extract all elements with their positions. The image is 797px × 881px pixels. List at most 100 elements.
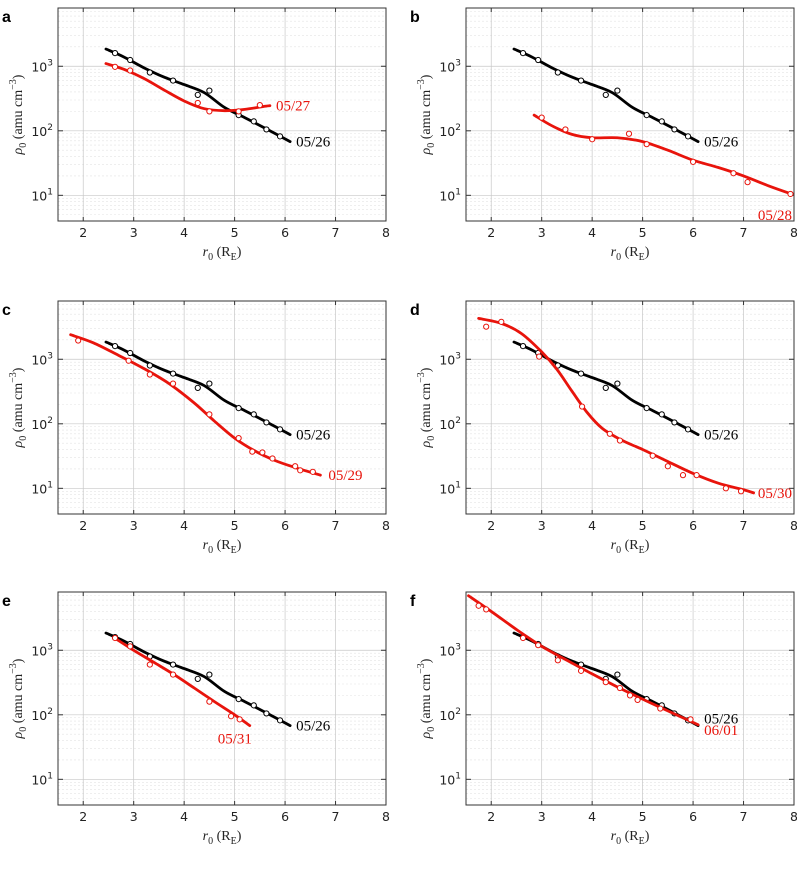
data-point (276, 426, 284, 433)
data-point (606, 430, 613, 437)
data-point (562, 126, 569, 133)
data-point (146, 69, 153, 76)
data-point (169, 380, 177, 387)
x-tick-label: 7 (332, 809, 340, 824)
data-point (146, 661, 153, 668)
data-point (263, 126, 270, 133)
x-tick-label: 6 (281, 225, 289, 240)
data-point (616, 684, 624, 692)
x-tick-label: 7 (740, 809, 748, 824)
data-point (263, 710, 270, 717)
data-point (206, 671, 213, 678)
data-point (730, 170, 737, 177)
data-point (259, 449, 266, 456)
x-tick-label: 4 (588, 518, 596, 533)
y-tick-label: 103 (439, 642, 461, 658)
x-axis-label: r0 (RE) (611, 245, 650, 263)
x-tick-label: 8 (790, 225, 797, 240)
x-tick-label: 2 (487, 518, 495, 533)
data-point (577, 370, 585, 377)
panel-letter: b (410, 9, 420, 26)
panel-letter: d (410, 302, 420, 319)
data-point (292, 463, 299, 470)
x-tick-label: 7 (740, 518, 748, 533)
data-point (535, 642, 542, 649)
data-point (577, 667, 585, 674)
x-tick-label: 6 (281, 518, 289, 533)
data-point (671, 126, 678, 133)
data-point (684, 133, 692, 140)
panel-d: 2 3 4 5 6 7 8 101 102 103 r0 (RE) ρ0 (amu cm−3) d 05/… (410, 300, 797, 556)
data-point (634, 696, 641, 704)
data-point (111, 50, 119, 57)
x-tick-label: 2 (79, 809, 87, 824)
data-point (75, 337, 82, 344)
x-tick-label: 3 (538, 809, 546, 824)
data-point (194, 384, 201, 392)
data-point (127, 67, 134, 74)
data-point (614, 87, 621, 94)
data-point (194, 91, 201, 99)
data-point (227, 713, 235, 720)
data-point (194, 99, 201, 107)
series-label-05-31: 05/31 (218, 732, 252, 748)
data-point (658, 118, 665, 125)
data-point (169, 370, 177, 377)
panel-a: 2 3 4 5 6 7 8 101 102 103 r0 (RE) ρ0 (amu cm−3) a 05/… (2, 7, 390, 263)
data-point (589, 136, 596, 143)
data-point (125, 357, 132, 364)
data-point (297, 467, 304, 474)
panel-letter: e (2, 593, 11, 610)
series-label-05-26: 05/26 (704, 428, 739, 444)
x-tick-label: 6 (281, 809, 289, 824)
data-point (554, 657, 561, 664)
y-tick-label: 103 (31, 58, 53, 74)
data-point (483, 323, 490, 330)
x-tick-label: 4 (588, 809, 596, 824)
series-label-05-29: 05/29 (328, 468, 362, 484)
data-point (554, 69, 561, 76)
x-axis-label: r0 (RE) (203, 829, 242, 847)
x-tick-label: 7 (332, 225, 340, 240)
series-line-05-29 (69, 333, 322, 477)
data-point (684, 426, 692, 433)
x-tick-label: 3 (130, 518, 138, 533)
y-tick-label: 102 (439, 123, 461, 139)
data-point (643, 112, 650, 119)
x-tick-label: 2 (487, 225, 495, 240)
data-point (127, 643, 134, 650)
x-tick-label: 5 (639, 809, 647, 824)
plot-area (104, 47, 292, 143)
x-tick-label: 6 (689, 225, 697, 240)
data-point (235, 435, 242, 442)
y-axis-label: ρ0 (amu cm−3) (416, 658, 437, 739)
axes-frame (465, 591, 795, 806)
x-tick-label: 2 (79, 225, 87, 240)
panel-letter: f (410, 593, 416, 610)
x-tick-label: 7 (740, 225, 748, 240)
x-tick-label: 8 (382, 518, 390, 533)
data-point (687, 716, 694, 723)
data-point (206, 87, 213, 94)
data-point (235, 696, 242, 703)
data-point (664, 463, 671, 470)
panel-f: 2 3 4 5 6 7 8 101 102 103 r0 (RE) ρ0 (amu cm−3) f 05/… (410, 591, 797, 847)
y-tick-label: 103 (439, 351, 461, 367)
data-point (169, 661, 177, 668)
x-tick-label: 8 (382, 225, 390, 240)
x-tick-label: 4 (180, 518, 188, 533)
data-point (536, 353, 543, 360)
data-point (127, 56, 134, 64)
x-tick-label: 6 (689, 518, 697, 533)
plot-area (69, 333, 322, 477)
x-tick-label: 4 (180, 809, 188, 824)
x-tick-label: 8 (790, 809, 797, 824)
data-point (519, 50, 527, 57)
data-point (577, 77, 585, 84)
axes-frame (57, 591, 387, 806)
y-axis-label: ρ0 (amu cm−3) (416, 367, 437, 448)
y-axis-label: ρ0 (amu cm−3) (8, 74, 29, 155)
data-point (519, 343, 527, 350)
data-point (689, 158, 697, 165)
